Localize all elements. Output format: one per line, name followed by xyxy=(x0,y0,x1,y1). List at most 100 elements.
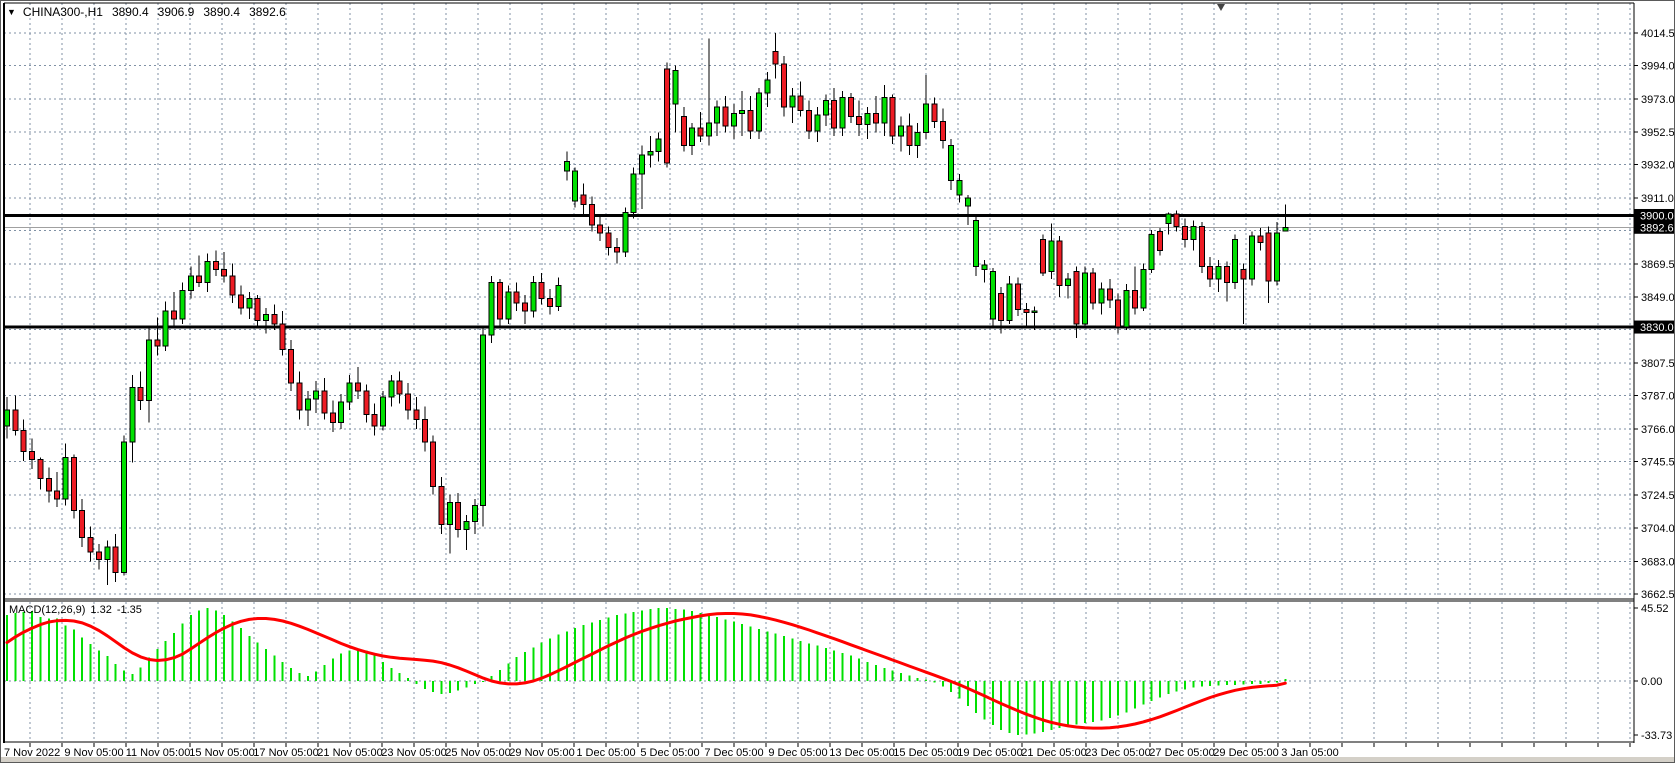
frames xyxy=(3,2,1635,743)
date-label: 17 Nov 05:00 xyxy=(253,747,318,759)
ohlc-low: 3890.4 xyxy=(203,5,241,19)
candle-body xyxy=(20,430,27,452)
candle-body xyxy=(847,97,854,118)
candle-body xyxy=(864,112,871,126)
chart-menu-icon[interactable]: ▼ xyxy=(7,7,16,17)
candle-body xyxy=(605,232,612,248)
candle-body xyxy=(1207,265,1214,280)
candle-body xyxy=(613,246,620,253)
price-axis[interactable]: 4014.5 3994.0 3973.0 3952.5 3932.0 3911.0 3869… xyxy=(1634,28,1675,601)
candle-body xyxy=(739,109,746,114)
date-label: 11 Nov 05:00 xyxy=(126,747,191,759)
candle-body xyxy=(655,138,662,153)
candle-body xyxy=(872,112,879,124)
ohlc-open: 3890.4 xyxy=(111,5,149,19)
candles xyxy=(4,33,1289,586)
candle-body xyxy=(939,120,946,142)
candle-body xyxy=(421,418,428,443)
candle-body xyxy=(806,109,813,132)
candle-body xyxy=(522,302,529,312)
candle-body xyxy=(413,409,420,420)
candle-body xyxy=(964,197,971,207)
indicator-value-signal: -1.35 xyxy=(116,604,142,616)
candle-body xyxy=(162,310,169,347)
candle-body xyxy=(379,396,386,427)
candle-body xyxy=(1182,226,1189,240)
candle-body xyxy=(981,264,988,271)
candle-body xyxy=(1031,310,1038,314)
candle-body xyxy=(45,477,52,492)
candle-body xyxy=(1282,226,1289,232)
candle-body xyxy=(338,401,345,424)
date-label: 27 Dec 05:00 xyxy=(1149,747,1214,759)
price-badge-hline xyxy=(1634,208,1674,222)
price-badge-bid xyxy=(1634,220,1674,234)
macd-axis[interactable]: 45.52 0.00 -33.73 xyxy=(1634,603,1672,742)
candle-body xyxy=(664,68,671,164)
date-label: 21 Nov 05:00 xyxy=(317,747,382,759)
price-tick-label: 3787.0 xyxy=(1641,391,1675,403)
price-tick-label: 3994.0 xyxy=(1641,61,1675,73)
candle-body xyxy=(1098,288,1105,304)
candle-body xyxy=(1165,213,1172,224)
candle-body xyxy=(1140,269,1147,309)
candle-body xyxy=(12,409,19,432)
candle-body xyxy=(881,97,888,124)
candle-body xyxy=(822,100,829,116)
candle-body xyxy=(948,144,955,181)
date-label: 15 Nov 05:00 xyxy=(189,747,254,759)
date-label: 23 Dec 05:00 xyxy=(1085,747,1150,759)
horizontal-lines[interactable] xyxy=(4,213,1634,329)
candle-body xyxy=(154,339,161,347)
chart-shift-marker[interactable] xyxy=(1217,4,1225,11)
candle-body xyxy=(95,551,102,561)
date-label: 9 Nov 05:00 xyxy=(64,747,123,759)
candle-body xyxy=(747,109,754,132)
candle-body xyxy=(563,160,570,172)
candle-body xyxy=(697,127,704,137)
candle-body xyxy=(321,390,328,414)
candle-body xyxy=(580,194,587,205)
candle-body xyxy=(714,106,721,124)
macd-tick-label: -33.73 xyxy=(1641,730,1672,742)
candle-body xyxy=(789,95,796,108)
date-label: 29 Dec 05:00 xyxy=(1213,747,1278,759)
price-tick-label: 3724.5 xyxy=(1641,490,1675,502)
price-tick-label: 3683.0 xyxy=(1641,556,1675,568)
candle-body xyxy=(555,285,562,307)
date-label: 19 Dec 05:00 xyxy=(957,747,1022,759)
candle-body xyxy=(505,291,512,320)
candle-body xyxy=(62,457,69,500)
candle-body xyxy=(1257,235,1264,244)
candle-body xyxy=(956,179,963,196)
candle-body xyxy=(237,294,244,309)
date-label: 1 Dec 05:00 xyxy=(576,747,635,759)
macd-signal-line xyxy=(5,612,1287,730)
candle-body xyxy=(1198,226,1205,267)
date-label: 5 Dec 05:00 xyxy=(640,747,699,759)
candle-body xyxy=(755,92,762,132)
candle-body xyxy=(70,457,77,511)
date-label: 25 Nov 05:00 xyxy=(445,747,510,759)
candle-body xyxy=(730,112,737,127)
candle-body xyxy=(1190,226,1197,240)
candle-body xyxy=(1232,238,1239,283)
candle-body xyxy=(722,106,729,127)
price-tick-label: 3973.0 xyxy=(1641,94,1675,106)
price-tick-label: 3745.5 xyxy=(1641,457,1675,469)
candle-body xyxy=(471,505,478,522)
candle-body xyxy=(29,450,36,460)
candle-body xyxy=(1215,265,1222,280)
candle-body xyxy=(446,501,453,526)
price-tick-label: 3766.0 xyxy=(1641,424,1675,436)
candle-body xyxy=(488,281,495,336)
date-label: 13 Dec 05:00 xyxy=(829,747,894,759)
candle-body xyxy=(998,293,1005,322)
candle-body xyxy=(1265,232,1272,282)
date-label: 29 Nov 05:00 xyxy=(509,747,574,759)
candle-body xyxy=(797,95,804,111)
candle-body xyxy=(129,387,136,443)
